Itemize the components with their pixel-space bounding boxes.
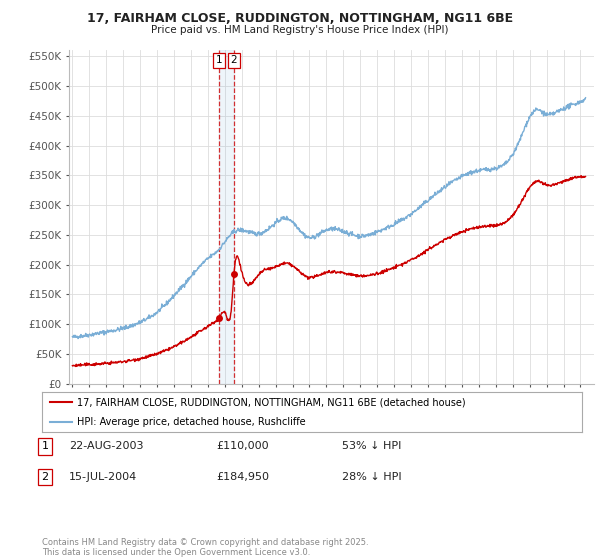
Text: £184,950: £184,950: [216, 472, 269, 482]
Text: 1: 1: [41, 441, 49, 451]
Text: HPI: Average price, detached house, Rushcliffe: HPI: Average price, detached house, Rush…: [77, 417, 306, 427]
Text: £110,000: £110,000: [216, 441, 269, 451]
Text: 28% ↓ HPI: 28% ↓ HPI: [342, 472, 401, 482]
Text: Contains HM Land Registry data © Crown copyright and database right 2025.
This d: Contains HM Land Registry data © Crown c…: [42, 538, 368, 557]
Text: 15-JUL-2004: 15-JUL-2004: [69, 472, 137, 482]
Text: 17, FAIRHAM CLOSE, RUDDINGTON, NOTTINGHAM, NG11 6BE (detached house): 17, FAIRHAM CLOSE, RUDDINGTON, NOTTINGHA…: [77, 397, 466, 407]
Text: 22-AUG-2003: 22-AUG-2003: [69, 441, 143, 451]
Text: 1: 1: [215, 55, 222, 66]
Text: Price paid vs. HM Land Registry's House Price Index (HPI): Price paid vs. HM Land Registry's House …: [151, 25, 449, 35]
Text: 2: 2: [41, 472, 49, 482]
Text: 17, FAIRHAM CLOSE, RUDDINGTON, NOTTINGHAM, NG11 6BE: 17, FAIRHAM CLOSE, RUDDINGTON, NOTTINGHA…: [87, 12, 513, 25]
Text: 2: 2: [230, 55, 237, 66]
Bar: [219, 50, 234, 384]
Text: 53% ↓ HPI: 53% ↓ HPI: [342, 441, 401, 451]
